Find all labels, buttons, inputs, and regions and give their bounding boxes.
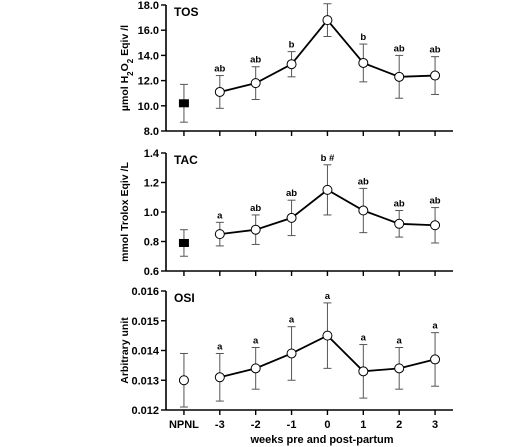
y-axis-label: mmol Trolox Eqiv /L xyxy=(119,162,131,262)
data-point xyxy=(394,218,405,229)
data-point xyxy=(394,363,405,374)
data-point xyxy=(430,70,441,81)
significance-label: a xyxy=(361,333,367,344)
x-tick-label: -2 xyxy=(251,419,261,431)
data-point xyxy=(286,212,297,223)
y-tick-label: 0.012 xyxy=(131,405,159,417)
data-point xyxy=(358,366,369,377)
y-tick-label: 12.0 xyxy=(138,76,159,88)
data-point xyxy=(322,15,333,26)
x-tick-label: 0 xyxy=(324,419,330,431)
y-tick-label: 0.8 xyxy=(144,237,159,249)
y-tick-label: 0.014 xyxy=(131,346,159,358)
data-point xyxy=(250,78,261,89)
data-point xyxy=(394,71,405,82)
significance-label: ab xyxy=(214,64,225,75)
significance-label: ab xyxy=(250,55,261,66)
y-axis-label: µmol H2O2 Eqiv /l xyxy=(119,25,135,111)
significance-label: ab xyxy=(394,43,405,54)
data-point xyxy=(286,59,297,70)
significance-label: a xyxy=(289,315,295,326)
panel-title: TOS xyxy=(174,5,198,19)
x-tick-labels: NPNL -3 -2 -1 0 1 2 3 xyxy=(169,419,438,431)
significance-label: c # xyxy=(321,0,335,3)
significance-label: a xyxy=(217,210,223,221)
significance-label: ab xyxy=(430,196,441,207)
x-tick-label: 3 xyxy=(432,419,438,431)
significance-label: b # xyxy=(321,153,335,164)
y-axis-label-part: mmol Trolox Eqiv /L xyxy=(119,162,131,262)
y-tick-label: 0.016 xyxy=(131,286,159,298)
panel-title: OSI xyxy=(174,291,195,305)
data-point xyxy=(430,220,441,231)
y-tick-label: 16.0 xyxy=(138,25,159,37)
data-point xyxy=(358,57,369,68)
data-point xyxy=(250,363,261,374)
reference-marker xyxy=(178,238,189,247)
y-axis-label: Arbitrary unit xyxy=(119,317,131,384)
data-point xyxy=(322,184,333,195)
y-tick-label: 0.013 xyxy=(131,375,159,387)
significance-label: a xyxy=(325,291,331,302)
data-point xyxy=(214,229,225,240)
significance-label: a xyxy=(253,336,259,347)
y-axis-label-part: Arbitrary unit xyxy=(119,317,131,384)
y-axis-label-part: µmol H xyxy=(119,76,131,111)
significance-label: ab xyxy=(394,199,405,210)
y-axis-label-part: Eqiv /l xyxy=(119,25,131,59)
x-axis-label: weeks pre and post-partum xyxy=(249,434,393,446)
x-tick-label: 1 xyxy=(360,419,366,431)
y-tick-label: 0.6 xyxy=(144,266,159,278)
y-tick-label: 10.0 xyxy=(138,101,159,113)
significance-label: a xyxy=(432,321,438,332)
y-axis-label-part: O xyxy=(119,63,131,71)
panel-osi: 0.012 0.013 0.014 0.015 0.016 OSI Arbitrary un… xyxy=(119,286,453,417)
reference-marker xyxy=(178,375,189,386)
significance-label: a xyxy=(217,341,223,352)
significance-label: ab xyxy=(358,176,369,187)
data-point xyxy=(214,372,225,383)
panel-title: TAC xyxy=(174,153,198,167)
y-tick-label: 1.2 xyxy=(144,178,159,190)
panel-tac: 0.6 0.8 1.0 1.2 1.4 TAC mmol Trolox Eqiv /L a ab… xyxy=(119,148,453,278)
significance-label: ab xyxy=(250,203,261,214)
significance-label: ab xyxy=(430,45,441,56)
reference-marker xyxy=(178,99,189,108)
y-tick-label: 1.0 xyxy=(144,207,159,219)
data-point xyxy=(250,224,261,235)
y-tick-label: 8.0 xyxy=(144,126,159,138)
x-tick-label: -1 xyxy=(287,419,297,431)
data-point xyxy=(214,86,225,97)
y-tick-label: 18.0 xyxy=(138,0,159,12)
data-point xyxy=(358,205,369,216)
significance-label: ab xyxy=(286,188,297,199)
x-tick-label: 2 xyxy=(396,419,402,431)
y-tick-label: 14.0 xyxy=(138,50,159,62)
data-point xyxy=(286,348,297,359)
x-tick-label: NPNL xyxy=(169,419,199,431)
significance-label: a xyxy=(397,336,403,347)
y-axis-label-part: 2 xyxy=(126,71,135,76)
y-axis-label-part: 2 xyxy=(126,58,135,63)
x-tick-label: -3 xyxy=(215,419,225,431)
y-tick-label: 1.4 xyxy=(144,148,160,160)
data-point xyxy=(322,330,333,341)
data-point xyxy=(430,354,441,365)
significance-label: b xyxy=(360,32,366,43)
y-tick-label: 0.015 xyxy=(131,316,159,328)
significance-label: b xyxy=(289,40,295,51)
